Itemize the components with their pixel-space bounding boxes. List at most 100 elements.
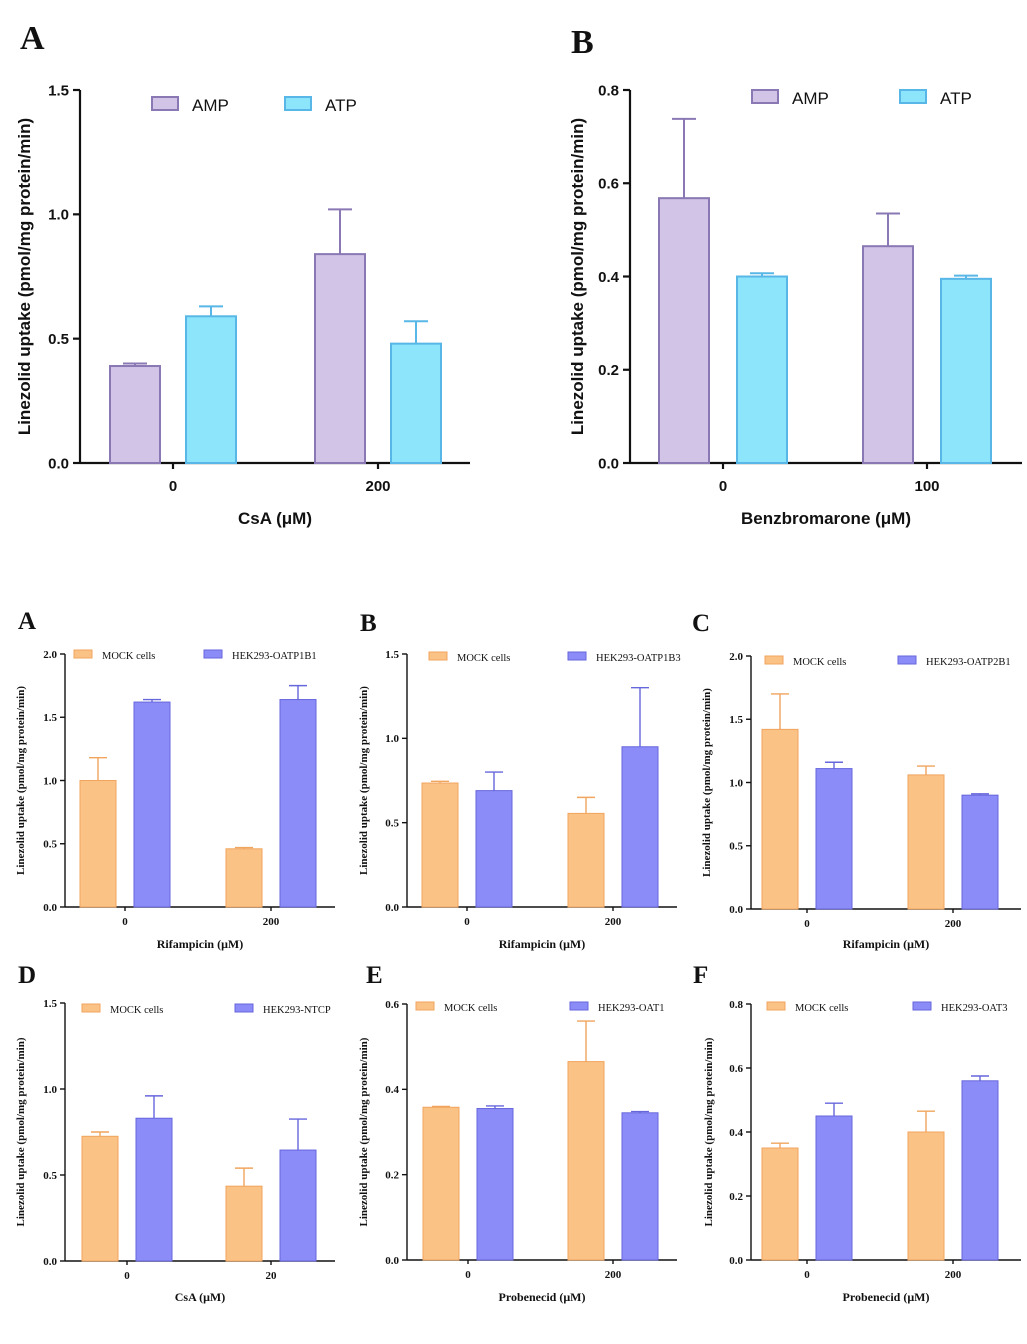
chart-8-legend-label: HEK293-OAT3 [941,1003,1008,1014]
chart-3-bar [79,780,117,908]
chart-8-bar [815,1115,853,1261]
panel-letter-f: F [693,962,709,989]
chart-8-y-tick-label: 0.6 [729,1063,743,1075]
chart-2-y-tick-label: 0.8 [598,82,619,99]
panel-letter-c: C [692,610,711,637]
chart-8-y-tick-label: 0.0 [729,1255,743,1267]
chart-1-bar [314,253,366,464]
chart-1-y-tick-label: 1.5 [48,82,69,99]
chart-6-x-tick-label: 20 [266,1270,278,1282]
chart-8-x-axis-label: Probenecid (μM) [843,1290,930,1304]
chart-2-y-tick-label: 0.4 [598,269,620,286]
chart-3-bar [225,848,263,908]
chart-5-x-tick-label: 0 [804,918,810,930]
chart-3-x-tick-label: 200 [263,916,280,928]
chart-5-y-tick-label: 0.0 [729,904,743,916]
chart-6-y-axis-label: Linezolid uptake (pmol/mg protein/min) [15,1037,27,1226]
chart-8-x-tick-label: 200 [945,1269,962,1281]
chart-2-y-tick-label: 0.6 [598,176,619,193]
chart-1-bar [390,342,442,465]
chart-7-y-tick-label: 0.6 [385,999,399,1011]
chart-7-bar [567,1061,605,1261]
chart-2-y-axis-label: Linezolid uptake (pmol/mg protein/min) [568,118,587,435]
chart-6-y-tick-label: 1.0 [43,1084,57,1096]
chart-5-y-tick-label: 2.0 [729,651,743,663]
chart-1-y-tick-label: 0.0 [48,455,69,472]
chart-1-x-tick-label: 200 [365,478,390,495]
panel-letter-a: A [18,608,37,635]
chart-3-x-tick-label: 0 [122,916,128,928]
chart-6-x-tick-label: 0 [124,1270,130,1282]
chart-2-legend-swatch [899,89,927,104]
chart-4-legend-swatch [428,651,448,661]
chart-5-bar [761,728,799,910]
chart-4-legend-swatch [567,651,587,661]
chart-3-y-tick-label: 0.5 [43,839,57,851]
chart-1-y-axis-label: Linezolid uptake (pmol/mg protein/min) [15,118,34,435]
chart-7-y-tick-label: 0.4 [385,1084,399,1096]
chart-2-y-tick-label: 0.0 [598,455,619,472]
chart-1-legend-label: ATP [325,96,357,115]
chart-3-legend-swatch [73,649,93,659]
chart-5-legend-label: MOCK cells [793,657,846,668]
chart-4-x-tick-label: 200 [605,916,622,928]
chart-6-y-tick-label: 0.0 [43,1256,57,1268]
chart-8-bar [961,1080,999,1261]
chart-2-legend-swatch [751,89,779,104]
chart-4-y-axis-label: Linezolid uptake (pmol/mg protein/min) [358,686,370,875]
chart-4-legend-label: HEK293-OATP1B3 [596,653,681,664]
chart-3-y-tick-label: 0.0 [43,902,57,914]
chart-8-y-tick-label: 0.8 [729,999,743,1011]
chart-6-legend-swatch [234,1003,254,1013]
panel-letter-top-a: A [20,20,45,57]
chart-5-y-tick-label: 0.5 [729,841,743,853]
chart-4-y-tick-label: 1.5 [385,649,399,661]
chart-7-x-axis-label: Probenecid (μM) [499,1290,586,1304]
panel-letter-e: E [366,962,383,989]
chart-3-y-tick-label: 1.5 [43,712,57,724]
chart-8-legend-label: MOCK cells [795,1003,848,1014]
chart-4-y-tick-label: 0.0 [385,902,399,914]
panel-letter-b: B [360,610,377,637]
chart-6-bar [81,1135,119,1262]
chart-2-x-axis-label: Benzbromarone (μM) [741,509,911,528]
chart-6-bar [279,1149,317,1262]
chart-3-legend-label: MOCK cells [102,651,155,662]
chart-8-y-axis-label: Linezolid uptake (pmol/mg protein/min) [703,1037,715,1226]
chart-3-y-tick-label: 2.0 [43,649,57,661]
chart-5-bar [961,794,999,910]
chart-5-y-tick-label: 1.0 [729,777,743,789]
chart-4-y-tick-label: 1.0 [385,733,399,745]
chart-5-legend-swatch [764,655,784,665]
chart-4-legend-label: MOCK cells [457,653,510,664]
chart-2-bar [862,245,914,464]
chart-8-legend-swatch [912,1001,932,1011]
chart-2-x-tick-label: 100 [914,478,939,495]
chart-2-bar [736,275,788,464]
chart-5-bar [907,774,945,910]
chart-8-y-tick-label: 0.2 [729,1191,743,1203]
chart-4-bar [475,790,513,908]
chart-8-bar [761,1147,799,1261]
chart-7-bar [621,1112,659,1261]
chart-8-bar [907,1131,945,1261]
chart-3-bar [133,701,171,908]
chart-5-x-axis-label: Rifampicin (μM) [843,937,929,951]
chart-4-bar [621,746,659,908]
chart-4-bar [567,812,605,908]
chart-1-legend-swatch [284,96,312,111]
panel-letter-d: D [18,962,37,989]
chart-7-x-tick-label: 0 [465,1269,471,1281]
chart-1-y-tick-label: 1.0 [48,207,69,224]
chart-7-legend-label: MOCK cells [444,1003,497,1014]
chart-4-bar [421,782,459,908]
chart-5-y-axis-label: Linezolid uptake (pmol/mg protein/min) [701,688,713,877]
chart-7-bar [476,1108,514,1261]
chart-6-y-tick-label: 1.5 [43,998,57,1010]
chart-5-bar [815,768,853,910]
panel-letter-top-b: B [571,24,594,61]
chart-2-bar [658,197,710,464]
chart-6-legend-label: HEK293-NTCP [263,1005,331,1016]
chart-5-x-tick-label: 200 [945,918,962,930]
